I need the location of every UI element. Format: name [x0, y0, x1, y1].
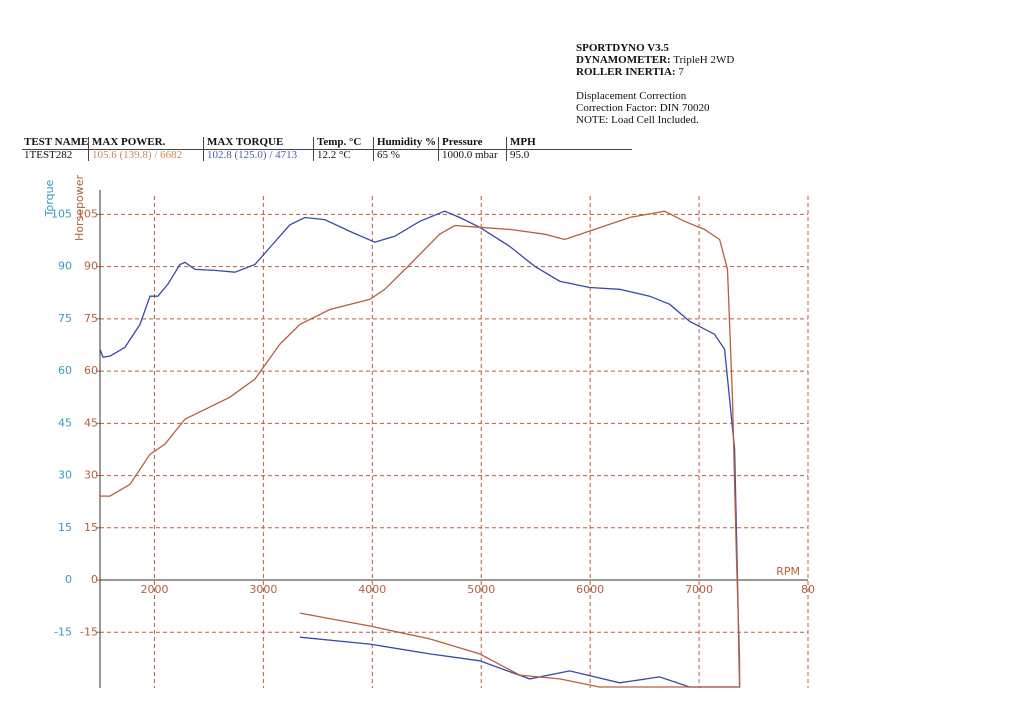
header-rule [22, 149, 632, 150]
column-header: TEST NAME [24, 136, 89, 148]
x-tick-label: 6000 [576, 583, 604, 596]
y2-tick-label: 90 [84, 260, 98, 273]
y2-tick-label: -15 [80, 625, 98, 638]
y2-tick-label: 105 [77, 207, 98, 220]
x-tick-label: 5000 [467, 583, 495, 596]
y2-tick-label: 0 [91, 573, 98, 586]
y-tick-label: 15 [58, 521, 72, 534]
cell: 95.0 [510, 149, 530, 161]
y2-tick-label: 75 [84, 312, 98, 325]
y-tick-label: 45 [58, 416, 72, 429]
cell: 1TEST282 [24, 149, 73, 161]
column-header: Temp. °C [317, 136, 362, 148]
y2-tick-label: 60 [84, 364, 98, 377]
x-tick-label: 4000 [358, 583, 386, 596]
value: TripleH 2WD [673, 54, 735, 66]
cell: 12.2 °C [317, 149, 351, 161]
column-header: MPH [510, 136, 536, 148]
y2-tick-label: 30 [84, 469, 98, 482]
note: Displacement Correction [576, 90, 687, 102]
column-header: Humidity % [377, 136, 436, 148]
x-tick-label: 3000 [249, 583, 277, 596]
x-tick-label: 7000 [685, 583, 713, 596]
y-tick-label: 30 [58, 469, 72, 482]
y-tick-label: 60 [58, 364, 72, 377]
x-tick-label: 2000 [140, 583, 168, 596]
y2-axis-title: Horsepower [73, 175, 86, 241]
cell: 65 % [377, 149, 400, 161]
y-tick-label: -15 [54, 625, 72, 638]
y-tick-label: 75 [58, 312, 72, 325]
cell: 105.6 (139.8) / 6682 [92, 149, 183, 161]
note: Correction Factor: DIN 70020 [576, 102, 710, 114]
column-header: MAX POWER. [92, 136, 166, 148]
label: ROLLER INERTIA: [576, 66, 676, 78]
data-line [100, 210, 741, 688]
y-tick-label: 0 [65, 573, 72, 586]
software: SPORTDYNO V3.5 [576, 42, 669, 54]
x-axis-title: RPM [776, 565, 800, 578]
column-header: MAX TORQUE [207, 136, 284, 148]
data-line [99, 210, 741, 688]
column-header: Pressure [442, 136, 483, 148]
y2-tick-label: 45 [84, 416, 98, 429]
note: NOTE: Load Cell Included. [576, 114, 699, 126]
dynamometer: DYNAMOMETER: TripleH 2WD [576, 54, 734, 66]
y-tick-label: 105 [51, 207, 72, 220]
cell: 102.8 (125.0) / 4713 [207, 149, 298, 161]
cell: 1000.0 mbar [442, 149, 498, 161]
label: DYNAMOMETER: [576, 54, 671, 66]
y-tick-label: 90 [58, 260, 72, 273]
x-tick-label: 80 [801, 583, 815, 596]
y-axis-title: Torque [43, 179, 56, 217]
inertia: ROLLER INERTIA: 7 [576, 66, 684, 78]
y2-tick-label: 15 [84, 521, 98, 534]
value: 7 [678, 66, 684, 78]
